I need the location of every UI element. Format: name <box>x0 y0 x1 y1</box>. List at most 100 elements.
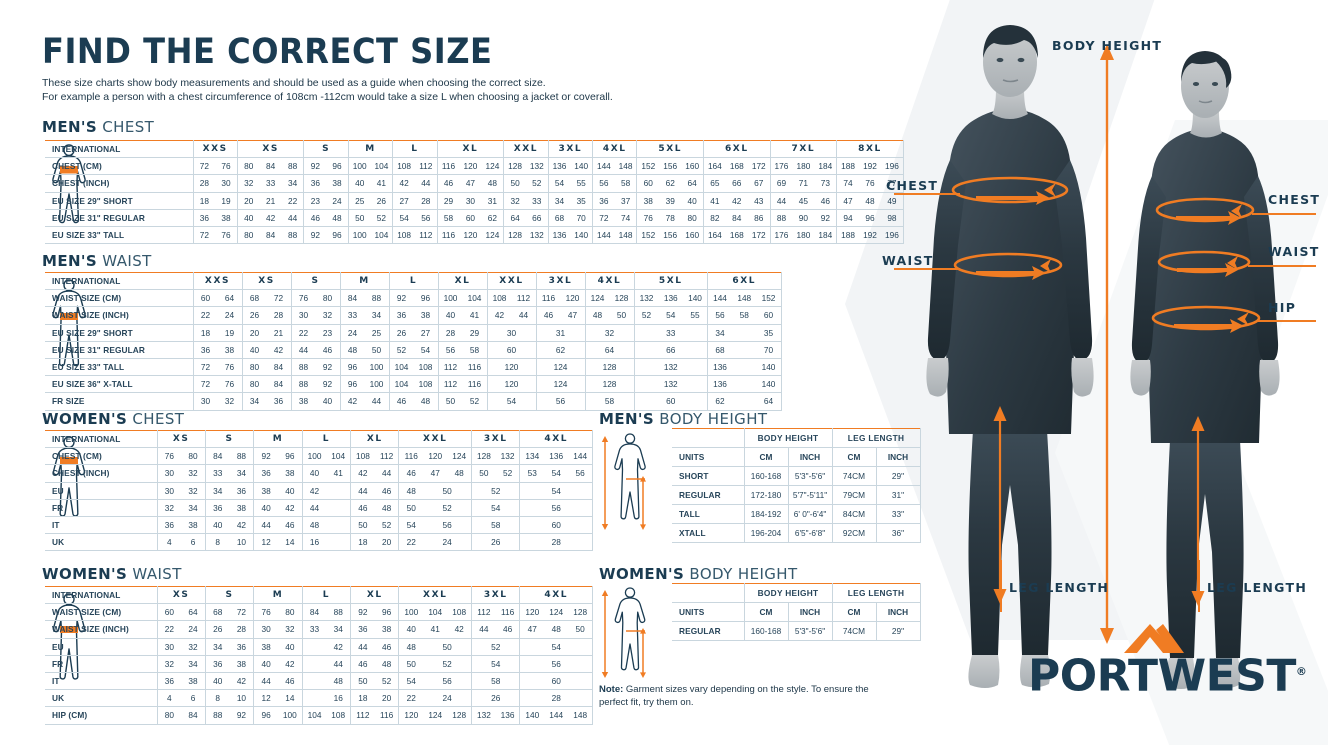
table-row: EU SIZE 31" REGULAR 36 38 40 42 44 46 48 50 52 54 5… <box>45 209 904 228</box>
cell: 132 <box>471 706 496 725</box>
male-leg-length-tick <box>1000 560 1002 612</box>
female-hip-leader <box>1258 320 1316 322</box>
size-group-header: L <box>302 585 352 605</box>
section-heading-womens-waist: WOMEN'S WAIST <box>42 565 182 583</box>
row-label: FR <box>45 655 158 674</box>
cell: 21 <box>266 324 292 342</box>
cell: 124 <box>423 706 448 725</box>
cell: 34 <box>364 306 390 325</box>
cell: 144 <box>707 289 732 308</box>
cell: 112 <box>374 447 400 466</box>
cell: 32 <box>157 655 182 674</box>
size-group-header: XXL <box>503 139 549 159</box>
cell: 48 <box>398 638 424 656</box>
heading-strong: MEN'S <box>599 410 655 428</box>
cell: 24 <box>340 324 365 342</box>
cell: 42 <box>340 392 365 411</box>
cell: 60 <box>519 672 594 691</box>
cell: 34 <box>242 392 267 411</box>
cell: 28 <box>193 174 216 193</box>
table-row: IT 36 38 40 42 44 46 48 50 52 54 56 58 60 <box>45 516 594 535</box>
table-row: EU SIZE 33" TALL 72 76 80 84 88 92 96 100 104 108 1… <box>45 358 782 377</box>
cell: 56 <box>438 341 463 360</box>
cell: 52 <box>471 482 521 500</box>
cell: 41 <box>326 464 352 483</box>
row-label: WAIST SIZE (INCH) <box>45 306 194 325</box>
cell: 104 <box>302 706 327 725</box>
table-row: HIP (CM) 80 84 88 92 96 100 104 108 112 116 120 124 1… <box>45 706 594 725</box>
cell: 56 <box>423 516 473 535</box>
cell: 29 <box>437 192 460 210</box>
cell: 184 <box>814 157 838 176</box>
cell: 53 <box>519 464 545 483</box>
cell: 44 <box>471 620 496 639</box>
cell: 80 <box>237 157 260 176</box>
size-group-header: XXS <box>193 271 243 291</box>
size-group-header: M <box>340 271 390 291</box>
sub-header: CM <box>832 447 877 467</box>
cell: 132 <box>634 358 708 377</box>
cell: 38 <box>277 464 303 483</box>
size-group-header: 3XL <box>548 139 594 159</box>
cell: 22 <box>398 533 424 552</box>
cell: 28 <box>266 306 292 325</box>
cell: 36 <box>350 620 375 639</box>
cell: 172 <box>747 157 771 176</box>
size-group-header: XL <box>350 429 400 449</box>
cell: 60 <box>193 289 218 308</box>
cell: 72 <box>193 358 218 377</box>
cell: 36 <box>592 192 615 210</box>
cell: 40 <box>205 516 230 535</box>
cell <box>326 533 352 552</box>
cell: 140 <box>519 706 545 725</box>
cell: 18 <box>193 192 216 210</box>
cell <box>302 672 327 691</box>
cell: 62 <box>707 392 732 411</box>
size-group-header: XXL <box>398 585 473 605</box>
cell: 108 <box>413 375 439 394</box>
cell: 27 <box>392 192 415 210</box>
cell: 92 <box>814 209 838 228</box>
cell: 42 <box>350 464 375 483</box>
note-text: Note: Garment sizes vary depending on th… <box>599 683 869 709</box>
cell: 52 <box>495 464 521 483</box>
cell: 32 <box>181 482 206 500</box>
cell: 48 <box>340 341 365 360</box>
cell: 76 <box>217 358 243 377</box>
cell: 28 <box>414 192 438 210</box>
cell: 96 <box>326 226 349 245</box>
cell: 69 <box>770 174 793 193</box>
cell: 40 <box>302 464 327 483</box>
cell: 46 <box>814 192 838 210</box>
cell: 136 <box>707 358 732 377</box>
cell: 108 <box>392 226 415 245</box>
cell: 96 <box>326 157 349 176</box>
cell: 160 <box>681 157 705 176</box>
cell: 76 <box>215 226 238 245</box>
cell: 33 <box>302 620 327 639</box>
cell: 58 <box>732 306 757 325</box>
row-label: CHEST (CM) <box>45 157 194 176</box>
cell: 56 <box>536 392 586 411</box>
cell: 29 <box>462 324 488 342</box>
cell: 128 <box>503 157 526 176</box>
cell: 48 <box>858 192 882 210</box>
cell: 76 <box>636 209 660 228</box>
cell: 120 <box>560 289 586 308</box>
group-header: BODY HEIGHT <box>744 428 833 448</box>
cell: 42 <box>326 638 352 656</box>
cell: 52 <box>462 392 488 411</box>
size-group-header: XL <box>438 271 488 291</box>
cell: 39 <box>659 192 682 210</box>
cell: 28 <box>438 324 463 342</box>
cell: 6 <box>181 533 206 552</box>
cell: 120 <box>487 375 537 394</box>
cell: 58 <box>437 209 460 228</box>
cell: 38 <box>253 638 278 656</box>
cell: 96 <box>277 447 303 466</box>
cell: 124 <box>481 226 505 245</box>
cell: 42 <box>487 306 512 325</box>
cell: 34 <box>229 464 255 483</box>
cell: 56 <box>592 174 615 193</box>
cell: 50 <box>438 392 463 411</box>
